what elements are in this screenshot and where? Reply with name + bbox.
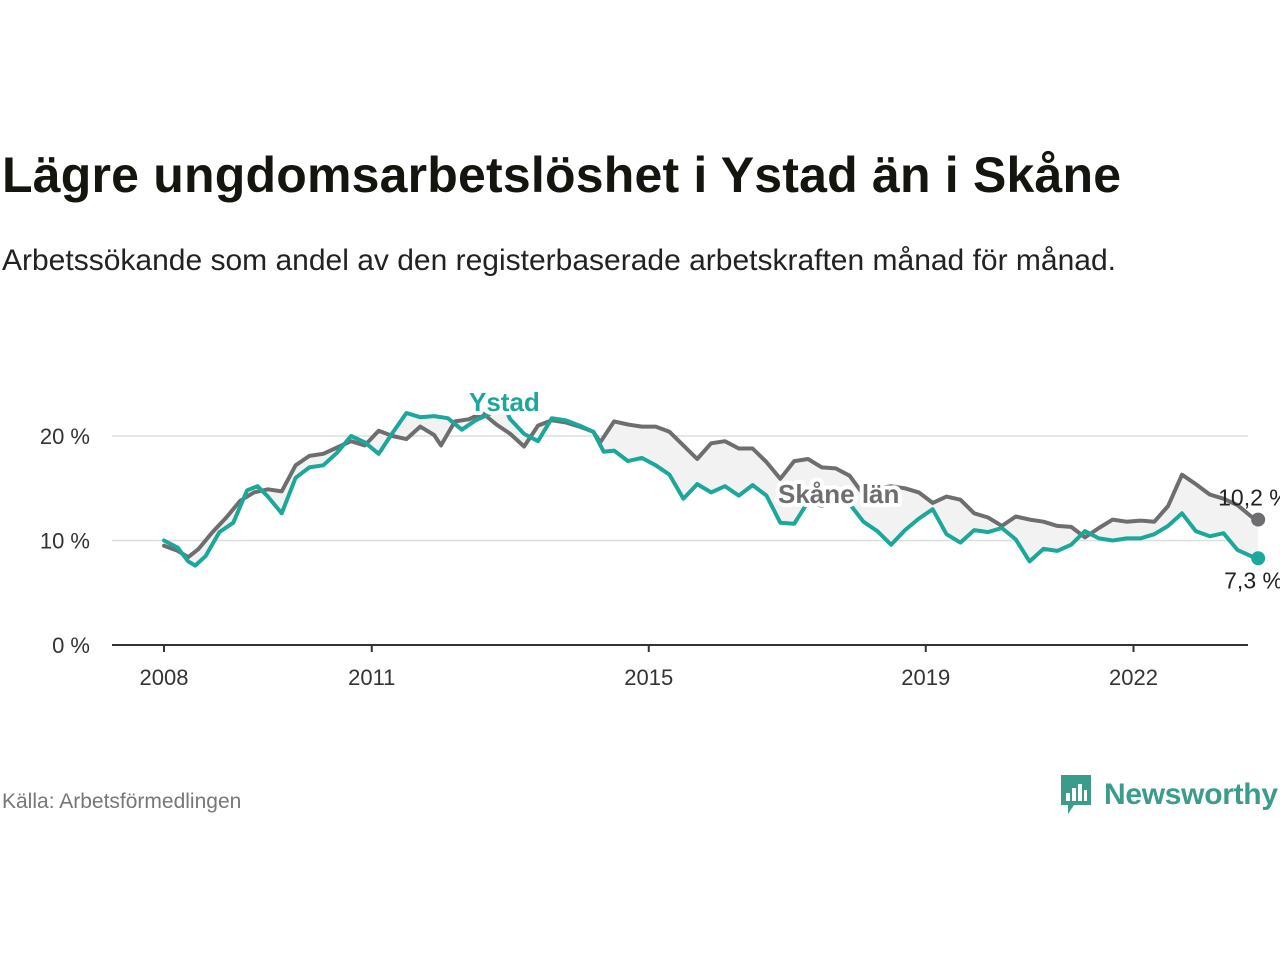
- series-name-label: Ystad: [469, 387, 540, 417]
- series-endpoint: [1251, 512, 1266, 527]
- y-tick-label: 10 %: [40, 529, 90, 554]
- newsworthy-logo: Newsworthy: [1058, 772, 1278, 818]
- series-line-ystad: [162, 396, 1261, 568]
- difference-band: [164, 398, 1259, 566]
- x-tick-label: 2008: [140, 665, 189, 690]
- chart-title: Lägre ungdomsarbetslöshet i Ystad än i S…: [2, 147, 1122, 203]
- series-end-label: 7,3 %: [1224, 567, 1280, 593]
- axes: 0 % 10 % 20 % 2008 2011 2015 2019 2022: [40, 424, 1248, 690]
- x-tick-label: 2011: [348, 665, 395, 690]
- series-name-label: Skåne län: [778, 479, 899, 509]
- series-end-label: 10,2 %: [1218, 485, 1280, 511]
- chart-subtitle: Arbetssökande som andel av den registerb…: [2, 244, 1116, 277]
- x-tick-label: 2015: [624, 665, 673, 690]
- y-tick-label: 0 %: [52, 633, 90, 658]
- y-tick-label: 20 %: [40, 424, 90, 449]
- x-tick-label: 2022: [1109, 665, 1158, 690]
- series-endpoint: [1251, 551, 1266, 566]
- newsworthy-logo-text: Newsworthy: [1104, 778, 1278, 811]
- x-tick-label: 2019: [901, 665, 950, 690]
- source-note: Källa: Arbetsförmedlingen: [2, 790, 242, 813]
- line-chart: 0 % 10 % 20 % 2008 2011 2015 2019 2022 10,2 % 7,…: [40, 383, 1280, 690]
- series-lines: [162, 396, 1266, 568]
- chart-labels: 10,2 % 7,3 % Skåne län Ystad: [465, 383, 1280, 593]
- newsworthy-logo-icon: [1061, 775, 1091, 814]
